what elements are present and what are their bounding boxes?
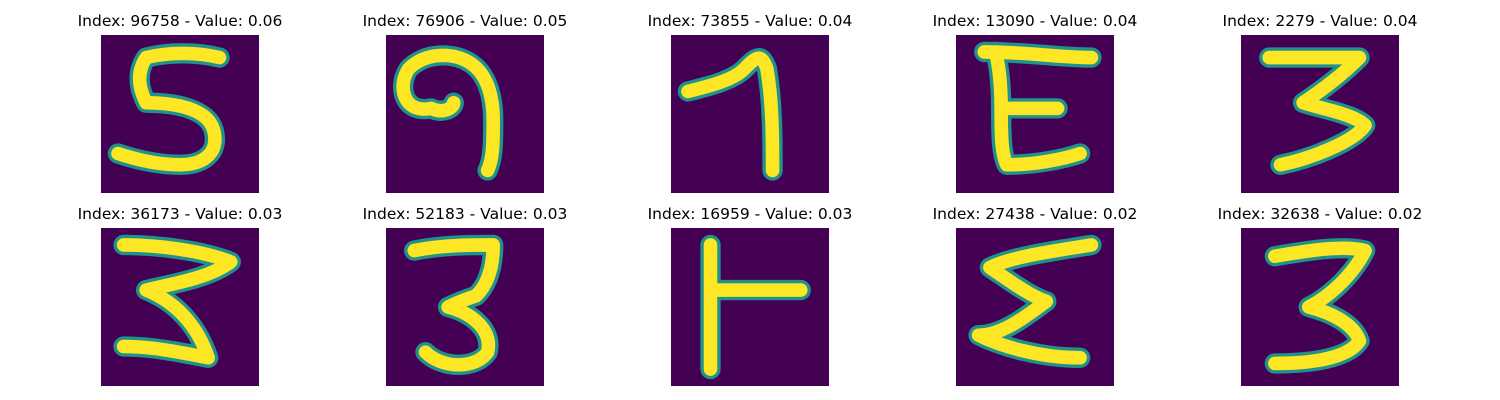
glyph-stroke <box>116 238 238 365</box>
digit-image <box>671 35 829 193</box>
digit-image <box>956 228 1114 386</box>
digit-image <box>671 228 829 386</box>
image-panel: Index: 52183 - Value: 0.03 <box>345 205 585 395</box>
digit-image <box>1241 35 1399 193</box>
glyph-stroke <box>703 238 808 376</box>
digit-image <box>956 35 1114 193</box>
panel-title: Index: 13090 - Value: 0.04 <box>932 12 1138 30</box>
glyph-stroke <box>1262 50 1372 172</box>
panel-title: Index: 32638 - Value: 0.02 <box>1217 205 1423 223</box>
image-panel: Index: 76906 - Value: 0.05 <box>345 12 585 202</box>
image-panel: Index: 27438 - Value: 0.02 <box>915 205 1155 395</box>
panel-title: Index: 96758 - Value: 0.06 <box>77 12 283 30</box>
image-panel: Index: 96758 - Value: 0.06 <box>60 12 300 202</box>
digit-image <box>386 35 544 193</box>
glyph-stroke <box>407 238 500 372</box>
glyph-stroke <box>971 238 1099 365</box>
glyph-stroke <box>681 51 780 178</box>
digit-image <box>101 35 259 193</box>
panel-title: Index: 73855 - Value: 0.04 <box>647 12 853 30</box>
image-panel: Index: 73855 - Value: 0.04 <box>630 12 870 202</box>
glyph-stroke <box>396 48 500 178</box>
image-panel: Index: 32638 - Value: 0.02 <box>1200 205 1440 395</box>
image-panel: Index: 16959 - Value: 0.03 <box>630 205 870 395</box>
panel-title: Index: 27438 - Value: 0.02 <box>932 205 1138 223</box>
digit-image <box>386 228 544 386</box>
panel-title: Index: 76906 - Value: 0.05 <box>362 12 568 30</box>
digit-image <box>1241 228 1399 386</box>
panel-title: Index: 52183 - Value: 0.03 <box>362 205 568 223</box>
image-panel: Index: 13090 - Value: 0.04 <box>915 12 1155 202</box>
glyph-stroke <box>1268 241 1372 371</box>
glyph-stroke <box>977 45 1099 172</box>
panel-title: Index: 36173 - Value: 0.03 <box>77 205 283 223</box>
panel-title: Index: 2279 - Value: 0.04 <box>1222 12 1418 30</box>
image-panel: Index: 36173 - Value: 0.03 <box>60 205 300 395</box>
glyph-stroke <box>111 46 227 172</box>
panel-title: Index: 16959 - Value: 0.03 <box>647 205 853 223</box>
digit-image <box>101 228 259 386</box>
image-background <box>671 228 829 386</box>
image-panel: Index: 2279 - Value: 0.04 <box>1200 12 1440 202</box>
